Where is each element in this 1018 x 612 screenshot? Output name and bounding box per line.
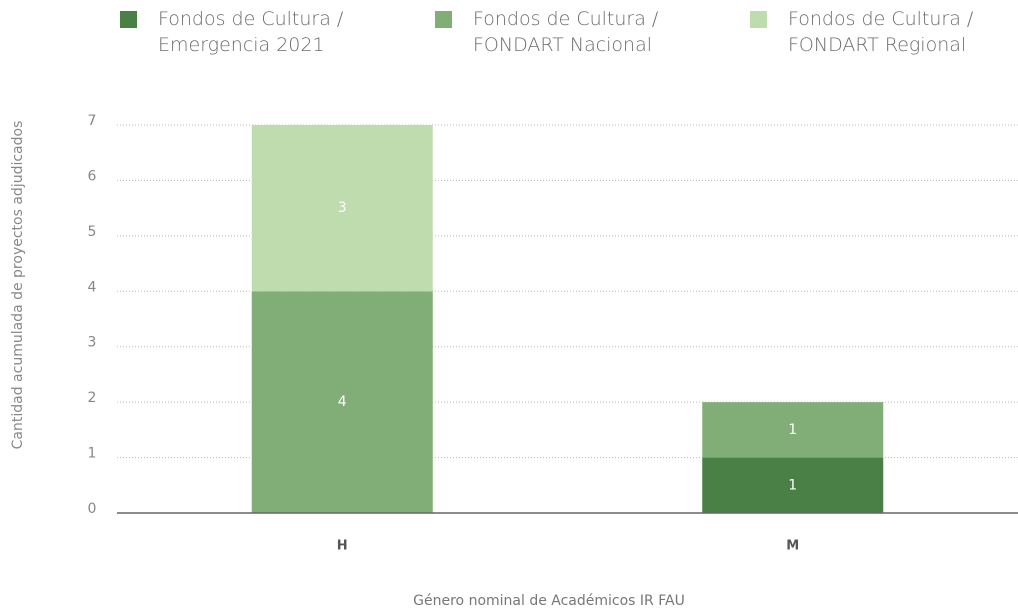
legend-label: Fondos de Cultura / FONDART Nacional xyxy=(473,8,659,56)
bar-segment xyxy=(702,402,884,458)
legend-label: Fondos de Cultura / FONDART Regional xyxy=(788,8,974,56)
y-tick-label: 4 xyxy=(88,279,97,295)
y-tick-label: 7 xyxy=(88,113,97,129)
y-tick-label: 3 xyxy=(88,335,97,351)
bar-segment xyxy=(702,457,884,513)
y-tick-label: 0 xyxy=(88,501,97,517)
x-axis-label: Género nominal de Académicos IR FAU xyxy=(413,593,685,609)
data-label: 3 xyxy=(338,200,347,216)
y-axis-label: Cantidad acumulada de proyectos adjudica… xyxy=(10,121,26,450)
data-label: 4 xyxy=(338,394,347,410)
y-tick-label: 5 xyxy=(88,224,97,240)
x-tick-label: H xyxy=(337,539,348,554)
data-label: 1 xyxy=(788,422,797,438)
data-label: 1 xyxy=(788,477,797,493)
y-tick-label: 6 xyxy=(88,168,97,184)
legend-swatch xyxy=(120,11,137,28)
bar-segment xyxy=(251,291,433,513)
x-tick-label: M xyxy=(786,539,799,554)
legend-swatch xyxy=(750,11,767,28)
bar-segment xyxy=(251,125,433,292)
y-tick-label: 1 xyxy=(88,446,97,462)
legend-label: Fondos de Cultura / Emergencia 2021 xyxy=(158,8,344,56)
y-tick-label: 2 xyxy=(88,390,97,406)
legend-swatch xyxy=(435,11,452,28)
